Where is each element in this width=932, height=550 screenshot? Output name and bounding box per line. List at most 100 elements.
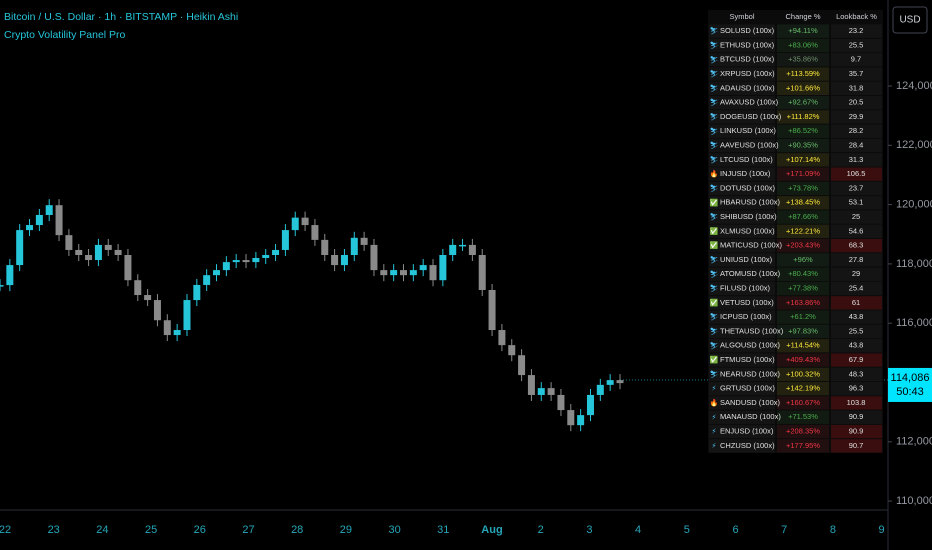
table-header: Change % [785,12,820,21]
row-icon: ✅ [710,241,719,250]
row-icon: ⛷ [710,284,719,293]
row-cell [777,410,829,424]
row-symbol: SOLUSD (100x) [720,26,775,35]
time-tick-label: 31 [437,524,449,536]
candle [606,380,614,385]
row-cell [831,210,882,224]
candle [360,237,368,245]
candle [85,255,93,261]
candle [65,235,73,250]
row-icon: 🔥 [710,398,719,407]
row-lookback: 25.5 [849,40,864,49]
time-tick-label: 28 [291,524,303,536]
row-cell [709,424,775,439]
candle [350,237,358,255]
row-icon: ✅ [710,198,719,207]
row-cell [777,424,829,439]
candle [419,265,427,271]
row-symbol: VETUSD (100x) [720,298,774,307]
row-cell [777,310,829,324]
candle [35,214,43,226]
row-symbol: HBARUSD (100x) [720,198,781,207]
row-cell [831,24,882,38]
row-lookback: 9.7 [851,55,861,64]
row-cell [831,96,882,110]
row-cell [831,167,882,181]
row-cell [777,324,829,339]
candle [488,289,496,331]
row-lookback: 68.3 [849,241,864,250]
row-cell [777,138,829,153]
candle [518,355,526,376]
row-cell [831,410,882,424]
row-cell [709,38,775,53]
row-change: +94.11% [788,26,818,35]
row-cell [777,181,829,196]
row-change: +107.14% [786,155,820,164]
row-cell [777,239,829,253]
row-change: +122.21% [786,226,820,235]
chart-title: Bitcoin / U.S. Dollar · 1h · BITSTAMP · … [4,11,238,23]
row-cell [777,396,829,410]
candle [242,260,250,263]
row-cell [831,281,882,296]
row-symbol: NEARUSD (100x) [720,369,781,378]
currency-button[interactable] [892,6,928,34]
last-price-box [888,367,932,402]
row-cell [831,367,882,381]
row-cell [831,67,882,81]
row-symbol: XLMUSD (100x) [720,226,775,235]
row-cell [709,267,775,281]
row-cell [709,310,775,324]
row-cell [709,96,775,110]
row-cell [709,138,775,153]
row-cell [777,353,829,367]
time-tick-label: 2 [538,524,544,536]
row-change: +73.78% [788,183,818,192]
time-tick-label: 5 [684,524,690,536]
row-cell [831,324,882,339]
row-cell [831,439,882,453]
row-cell [777,439,829,453]
row-cell [709,396,775,410]
candle [213,270,221,276]
row-cell [709,196,775,210]
row-cell [709,382,775,396]
row-icon: ⛷ [710,112,719,121]
row-change: +208.35% [786,427,820,436]
price-tick-label: 120,000 [896,198,932,210]
candle [390,270,398,276]
candle [301,217,309,226]
row-cell [777,167,829,181]
row-lookback: 28.2 [849,126,864,135]
candle [114,249,122,255]
row-change: +160.67% [786,398,820,407]
candle [26,225,34,231]
row-cell [831,424,882,439]
row-change: +77.38% [788,284,818,293]
row-cell [831,310,882,324]
row-cell [709,339,775,353]
row-cell [777,382,829,396]
row-cell [831,196,882,210]
price-tick-label: 124,000 [896,80,932,92]
candle [596,384,604,395]
indicator-name[interactable]: Crypto Volatility Panel Pro [4,29,126,41]
row-lookback: 35.7 [849,69,864,78]
row-icon: ✅ [710,355,719,364]
price-tick-label: 112,000 [896,436,932,448]
candle [0,285,4,287]
row-symbol: UNIUSD (100x) [720,255,773,264]
row-change: +111.82% [787,112,820,121]
row-icon: ⚡ [712,428,717,436]
time-tick-label: 25 [145,524,157,536]
currency-label[interactable]: USD [899,15,920,26]
candle [163,320,171,336]
row-cell [777,296,829,310]
time-tick-label: 8 [830,524,836,536]
row-lookback: 29.9 [849,112,864,121]
row-cell [777,367,829,381]
row-lookback: 31.3 [849,155,864,164]
row-lookback: 25 [852,212,860,221]
row-cell [777,210,829,224]
